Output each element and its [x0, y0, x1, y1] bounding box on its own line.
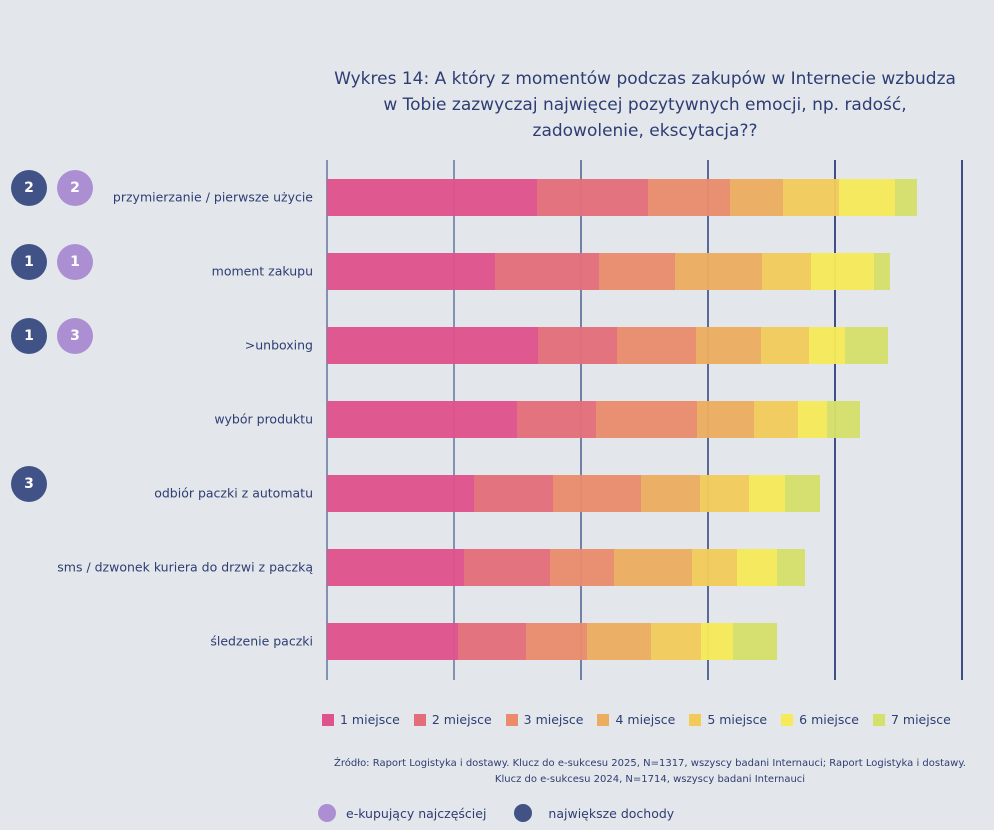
category-label: moment zakupu: [211, 263, 313, 279]
legend-item: 3 miejsce: [505, 712, 584, 727]
bar-segment: [701, 622, 734, 660]
chart-title: Wykres 14: A który z momentów podczas za…: [300, 66, 990, 144]
category-label: śledzenie paczki: [210, 633, 313, 649]
purple-dot-icon: [318, 804, 336, 822]
bar-segment: [596, 400, 697, 438]
legend-item: 2 miejsce: [413, 712, 492, 727]
legend-label: 5 miejsce: [707, 712, 768, 727]
bar-segment: [873, 252, 890, 290]
frequent-buyer-rank-badge: 1: [57, 244, 93, 280]
bar-segment: [730, 178, 783, 216]
bar-segment: [327, 252, 496, 290]
legend-item: 6 miejsce: [781, 712, 859, 727]
bar-segment: [760, 326, 809, 364]
legend-label: 6 miejsce: [799, 712, 859, 727]
category-label: sms / dzwonek kuriera do drzwi z paczką: [57, 559, 313, 575]
legend-item: 7 miejsce: [872, 712, 951, 727]
title-line: zadowolenie, ekscytacja??: [532, 121, 758, 141]
bar-segment: [327, 548, 465, 586]
bar-segment: [525, 622, 587, 660]
legend-swatch-icon: [872, 713, 885, 726]
legend-item: 1 miejsce: [322, 712, 400, 727]
bar-segment: [692, 548, 738, 586]
bar-segment: [599, 252, 675, 290]
bar-segment: [777, 548, 806, 586]
frequent-buyer-rank-badge: 2: [57, 170, 93, 206]
bar-segment: [647, 178, 731, 216]
category-label: odbiór paczki z automatu: [154, 485, 313, 501]
bar-segment: [458, 622, 526, 660]
income-rank-badge: 1: [11, 244, 47, 280]
bar-segment: [327, 400, 517, 438]
legend-item: 5 miejsce: [689, 712, 767, 727]
bar-segment: [464, 548, 550, 586]
legend-label: 7 miejsce: [890, 712, 951, 727]
bar-segment: [651, 622, 701, 660]
bar-segment: [808, 326, 845, 364]
bar-segment: [495, 252, 600, 290]
bar-segment: [674, 252, 762, 290]
bar-segment: [838, 178, 895, 216]
title-line: Wykres 14: A który z momentów podczas za…: [334, 69, 956, 89]
bar-segment: [327, 622, 459, 660]
bar-segment: [696, 400, 755, 438]
badge-legend-ekupujacy: e-kupujący najczęściej: [346, 805, 487, 821]
bar-segment: [473, 474, 554, 512]
income-rank-badge: 3: [11, 466, 47, 502]
bar-segment: [761, 252, 811, 290]
bar-segment: [537, 326, 617, 364]
bar-segment: [516, 400, 597, 438]
legend-swatch-icon: [505, 713, 518, 726]
legend-swatch-icon: [781, 713, 794, 726]
bar-segment: [844, 326, 888, 364]
legend-label: 3 miejsce: [523, 712, 584, 727]
source-note: Źródło: Raport Logistyka i dostawy. Kluc…: [334, 758, 966, 785]
category-label: wybór produktu: [214, 411, 313, 427]
bar-segment: [549, 548, 614, 586]
bar-segment: [782, 178, 839, 216]
legend-swatch-icon: [413, 713, 426, 726]
bar-segment: [586, 622, 652, 660]
bar-segment: [614, 548, 693, 586]
income-rank-badge: 1: [11, 318, 47, 354]
category-label: >unboxing: [244, 337, 313, 353]
legend-swatch-icon: [689, 713, 702, 726]
bar-segment: [695, 326, 761, 364]
bar-segment: [797, 400, 827, 438]
bar-segment: [327, 178, 538, 216]
category-label: przymierzanie / pierwsze użycie: [112, 189, 313, 205]
frequent-buyer-rank-badge: 3: [57, 318, 93, 354]
title-line: w Tobie zazwyczaj najwięcej pozytywnych …: [383, 95, 907, 115]
bar-segment: [327, 474, 474, 512]
bar-segment: [733, 622, 777, 660]
income-rank-badge: 2: [11, 170, 47, 206]
legend-swatch-icon: [322, 713, 334, 726]
bar-segment: [537, 178, 648, 216]
bar-segment: [737, 548, 778, 586]
legend-swatch-icon: [597, 713, 610, 726]
bar-segment: [700, 474, 749, 512]
bar-segment: [754, 400, 798, 438]
bar-segment: [327, 326, 538, 364]
legend-label: 1 miejsce: [340, 712, 400, 727]
legend-item: 4 miejsce: [597, 712, 675, 727]
gridline: [961, 160, 963, 680]
bar-segment: [894, 178, 917, 216]
navy-dot-icon: [514, 804, 533, 822]
badge-legend-dochody: największe dochody: [548, 805, 675, 821]
bar-segment: [784, 474, 820, 512]
legend-label: 2 miejsce: [431, 712, 492, 727]
bar-segment: [616, 326, 696, 364]
bar-segment: [826, 400, 861, 438]
legend-label: 4 miejsce: [615, 712, 676, 727]
badge-legend: e-kupujący najczęściej największe dochod…: [318, 804, 674, 822]
bar-segment: [810, 252, 874, 290]
legend: 1 miejsce 2 miejsce 3 miejsce 4 miejsce 5 mi…: [322, 712, 951, 727]
bar-segment: [748, 474, 785, 512]
bar-segment: [553, 474, 641, 512]
bar-segment: [640, 474, 701, 512]
